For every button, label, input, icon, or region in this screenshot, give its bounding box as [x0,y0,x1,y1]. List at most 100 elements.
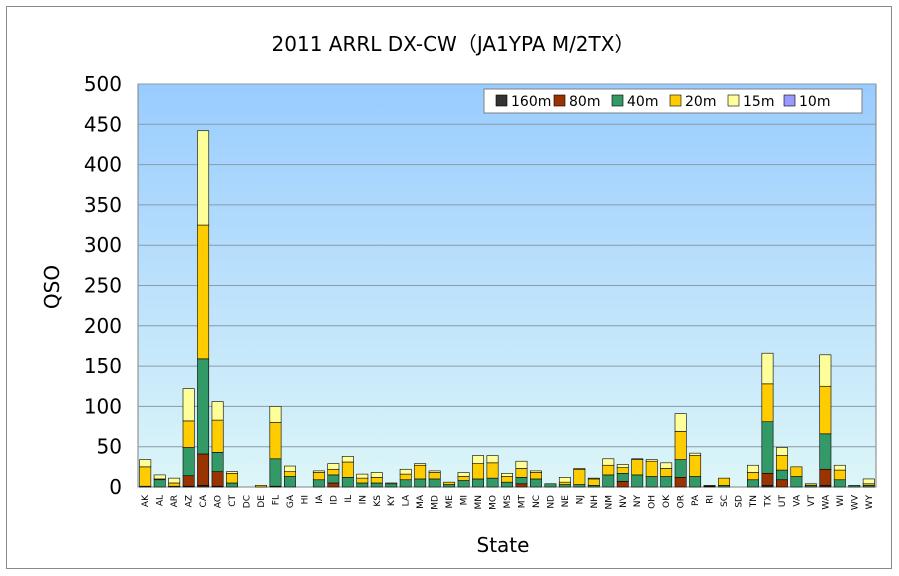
bar-segment [761,352,774,385]
bar-segment [472,463,485,480]
bar-segment [689,455,702,477]
y-tick-label: 400 [84,153,122,177]
bar-segment [775,469,788,481]
y-tick-label: 350 [84,193,122,217]
x-tick-label: NH [590,495,600,509]
x-tick-label: WY [865,495,875,510]
bar-segment [747,464,759,473]
bar-segment [674,431,687,460]
x-tick-label: NM [604,495,614,510]
bar-segment [689,452,702,456]
legend-swatch [611,94,624,107]
bar-segment [283,471,296,477]
bar-segment [660,468,673,477]
x-tick-label: VA [792,494,802,507]
bar-segment [587,477,600,480]
bar-segment [790,466,803,477]
bar-segment [399,479,412,488]
bar-segment [674,459,687,478]
bar-segment [761,383,774,423]
legend-label: 15m [743,94,774,110]
bar-segment [862,478,875,485]
x-tick-label: PA [691,494,701,506]
bar-segment [660,462,673,469]
x-tick-label: OH [648,495,658,509]
bar-segment [414,463,427,466]
bar-segment [819,433,832,470]
bar-segment [573,468,586,485]
bar-segment [327,482,340,488]
bar-segment [616,467,629,474]
legend-swatch [783,94,796,107]
x-tick-label: TX [763,495,773,508]
x-tick-label: AR [170,495,180,507]
gridlines [138,83,876,448]
legend-swatch [669,94,682,107]
bars [139,130,875,488]
bar-segment [515,468,528,478]
bar-segment [312,470,325,473]
bar-segment [312,479,325,488]
x-tick-label: UT [778,495,788,508]
x-tick-label: DC [243,495,253,508]
y-tick-label: 500 [84,72,122,96]
x-tick-label: KS [373,495,383,507]
bar-segment [804,483,817,486]
x-tick-label: MI [460,495,470,505]
x-tick-label: ID [329,495,339,505]
bar-segment [428,470,441,473]
bar-segment [645,459,658,462]
chart-title: 2011 ARRL DX-CW（JA1YPA M/2TX） [272,32,635,56]
bar-segment [587,478,600,486]
bar-segment [153,474,166,480]
bar-segment [226,471,239,474]
x-axis-label: State [477,533,530,557]
bar-segment [327,468,340,476]
bar-segment [747,472,759,481]
x-tick-label: MO [489,495,499,510]
x-tick-label: MA [416,494,426,509]
bar-segment [573,484,586,488]
bar-segment [718,477,731,486]
legend-swatch [495,94,508,107]
bar-segment [833,469,846,481]
x-tick-label: OR [677,495,687,508]
x-tick-label: MD [431,495,441,510]
bar-segment [833,464,846,471]
bar-segment [341,456,354,463]
bar-segment [399,473,412,481]
bar-segment [486,455,499,464]
x-tick-label: WA [821,494,831,509]
x-tick-label: ND [546,495,556,509]
bar-segment [370,472,383,478]
y-tick-labels: 0 50 100 150 200 250 300 350 400 450 500 [84,72,122,499]
bar-segment [211,471,224,487]
bar-segment [833,479,846,488]
bar-segment [385,483,398,488]
bar-segment [558,477,571,483]
bar-segment [761,421,774,474]
bar-segment [269,406,282,423]
x-tick-label: NY [633,495,643,508]
x-tick-label: VT [807,494,817,506]
chart-svg: 2011 ARRL DX-CW（JA1YPA M/2TX） 0 50 100 150 2… [40,32,877,557]
x-tick-label: IA [315,494,325,504]
bar-segment [689,476,702,488]
bar-segment [457,480,470,488]
bar-segment [226,472,239,484]
bar-segment [660,476,673,488]
bar-segment [775,455,788,471]
y-tick-label: 100 [84,394,122,418]
bar-segment [573,468,586,470]
bar-segment [283,476,296,488]
bar-segment [356,473,369,479]
bar-segment [428,472,441,480]
x-tick-label: MS [503,495,513,509]
bar-segment [486,462,499,479]
y-tick-label: 150 [84,354,122,378]
bar-segment [443,481,456,485]
bar-segment [645,476,658,488]
bar-segment [168,482,181,487]
y-tick-label: 50 [97,435,122,459]
bar-segment [153,479,166,488]
